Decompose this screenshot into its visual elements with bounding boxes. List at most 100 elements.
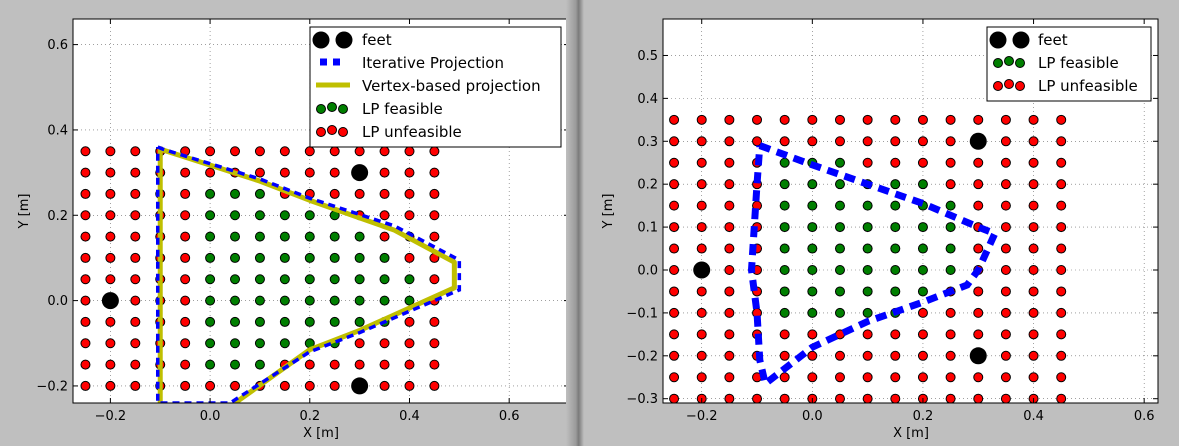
lp-unfeasible-point <box>404 338 415 349</box>
feet-markers <box>693 132 987 365</box>
lp-feasible-point <box>807 200 818 211</box>
lp-feasible-point <box>379 295 390 306</box>
legend-label-feasible: LP feasible <box>1038 54 1119 72</box>
lp-unfeasible-point <box>945 136 956 147</box>
lp-feasible-point <box>279 274 290 285</box>
lp-unfeasible-point <box>379 167 390 178</box>
lp-unfeasible-point <box>80 338 91 349</box>
lp-feasible-point <box>304 252 315 263</box>
lp-unfeasible-point <box>180 252 191 263</box>
lp-feasible-point <box>230 252 241 263</box>
lp-unfeasible-point <box>429 338 440 349</box>
lp-unfeasible-point <box>917 307 928 318</box>
lp-feasible-point <box>205 338 216 349</box>
legend-feasible-marker <box>1015 58 1025 68</box>
lp-feasible-point <box>779 200 790 211</box>
lp-feasible-point <box>304 231 315 242</box>
lp-feasible-point <box>807 286 818 297</box>
y-tick-label: −0.3 <box>626 392 658 407</box>
lp-feasible-point <box>254 316 265 327</box>
x-tick-label: 0.4 <box>1023 409 1044 424</box>
lp-unfeasible-point <box>379 146 390 157</box>
lp-unfeasible-point <box>105 146 116 157</box>
y-tick-label: 0.3 <box>637 135 658 150</box>
lp-feasible-point <box>779 157 790 168</box>
lp-feasible-point <box>917 264 928 275</box>
iterative-projection-line <box>155 145 462 403</box>
lp-unfeasible-point <box>752 136 763 147</box>
lp-unfeasible-point <box>917 329 928 340</box>
lp-unfeasible-point <box>105 167 116 178</box>
lp-unfeasible-point <box>724 393 735 403</box>
lp-unfeasible-point <box>752 393 763 403</box>
lp-unfeasible-point <box>180 359 191 370</box>
lp-feasible-point <box>205 231 216 242</box>
lp-feasible-point <box>230 210 241 221</box>
lp-unfeasible-point <box>429 274 440 285</box>
lp-unfeasible-point <box>80 380 91 391</box>
lp-feasible-point <box>779 307 790 318</box>
lp-unfeasible-point <box>973 179 984 190</box>
lp-unfeasible-point <box>429 231 440 242</box>
right-chart-panel: −0.2 0.0 0.2 0.4 0.6 −0.3 −0.2 −0.1 0.0 0.1 0.2 0.3… <box>584 0 1179 446</box>
x-tick-label: 0.2 <box>913 409 934 424</box>
lp-unfeasible-point <box>779 114 790 125</box>
x-tick-label: 0.2 <box>299 409 320 424</box>
lp-unfeasible-point <box>1056 350 1067 361</box>
lp-feasible-point <box>945 264 956 275</box>
x-tick-label: 0.0 <box>200 409 221 424</box>
lp-unfeasible-point <box>329 380 340 391</box>
lp-unfeasible-point <box>973 329 984 340</box>
lp-unfeasible-point <box>130 231 141 242</box>
lp-feasible-point <box>890 264 901 275</box>
lp-unfeasible-point <box>404 252 415 263</box>
lp-feasible-point <box>779 243 790 254</box>
lp-unfeasible-point <box>945 372 956 383</box>
lp-unfeasible-point <box>1056 136 1067 147</box>
lp-unfeasible-point <box>1000 200 1011 211</box>
lp-unfeasible-point <box>279 167 290 178</box>
lp-feasible-point <box>205 188 216 199</box>
lp-feasible-point <box>862 243 873 254</box>
lp-unfeasible-point <box>429 316 440 327</box>
lp-unfeasible-point <box>945 350 956 361</box>
lp-feasible-point <box>230 231 241 242</box>
lp-feasible-point <box>329 274 340 285</box>
x-tick-label: −0.2 <box>686 409 718 424</box>
lp-feasible-point <box>834 307 845 318</box>
lp-unfeasible-point <box>973 307 984 318</box>
lp-feasible-point <box>254 252 265 263</box>
lp-unfeasible-point <box>1056 307 1067 318</box>
lp-unfeasible-point <box>696 350 707 361</box>
legend-unfeasible-marker <box>993 81 1003 91</box>
lp-unfeasible-point <box>180 316 191 327</box>
lp-unfeasible-point <box>80 295 91 306</box>
lp-unfeasible-point <box>1028 329 1039 340</box>
lp-feasible-point <box>279 210 290 221</box>
lp-unfeasible-point <box>1028 264 1039 275</box>
legend-feasible-marker <box>316 104 326 114</box>
lp-unfeasible-point <box>304 359 315 370</box>
lp-unfeasible-point <box>669 200 680 211</box>
lp-unfeasible-point <box>862 157 873 168</box>
y-tick-label: 0.2 <box>47 209 68 224</box>
legend-unfeasible-marker <box>1004 79 1014 89</box>
lp-unfeasible-point <box>105 274 116 285</box>
lp-feasible-point <box>354 274 365 285</box>
lp-feasible-point <box>779 222 790 233</box>
lp-unfeasible-point <box>180 231 191 242</box>
legend-unfeasible-marker <box>316 127 326 137</box>
lp-feasible-point <box>279 231 290 242</box>
lp-unfeasible-point <box>945 307 956 318</box>
lp-unfeasible-point <box>180 380 191 391</box>
lp-unfeasible-point <box>105 231 116 242</box>
lp-feasible-point <box>279 338 290 349</box>
lp-unfeasible-point <box>429 380 440 391</box>
lp-unfeasible-point <box>890 136 901 147</box>
lp-feasible-point <box>779 286 790 297</box>
lp-unfeasible-point <box>379 231 390 242</box>
lp-unfeasible-point <box>917 372 928 383</box>
plot-frame <box>662 18 1159 404</box>
lp-feasible-point <box>917 222 928 233</box>
lp-unfeasible-point <box>130 338 141 349</box>
